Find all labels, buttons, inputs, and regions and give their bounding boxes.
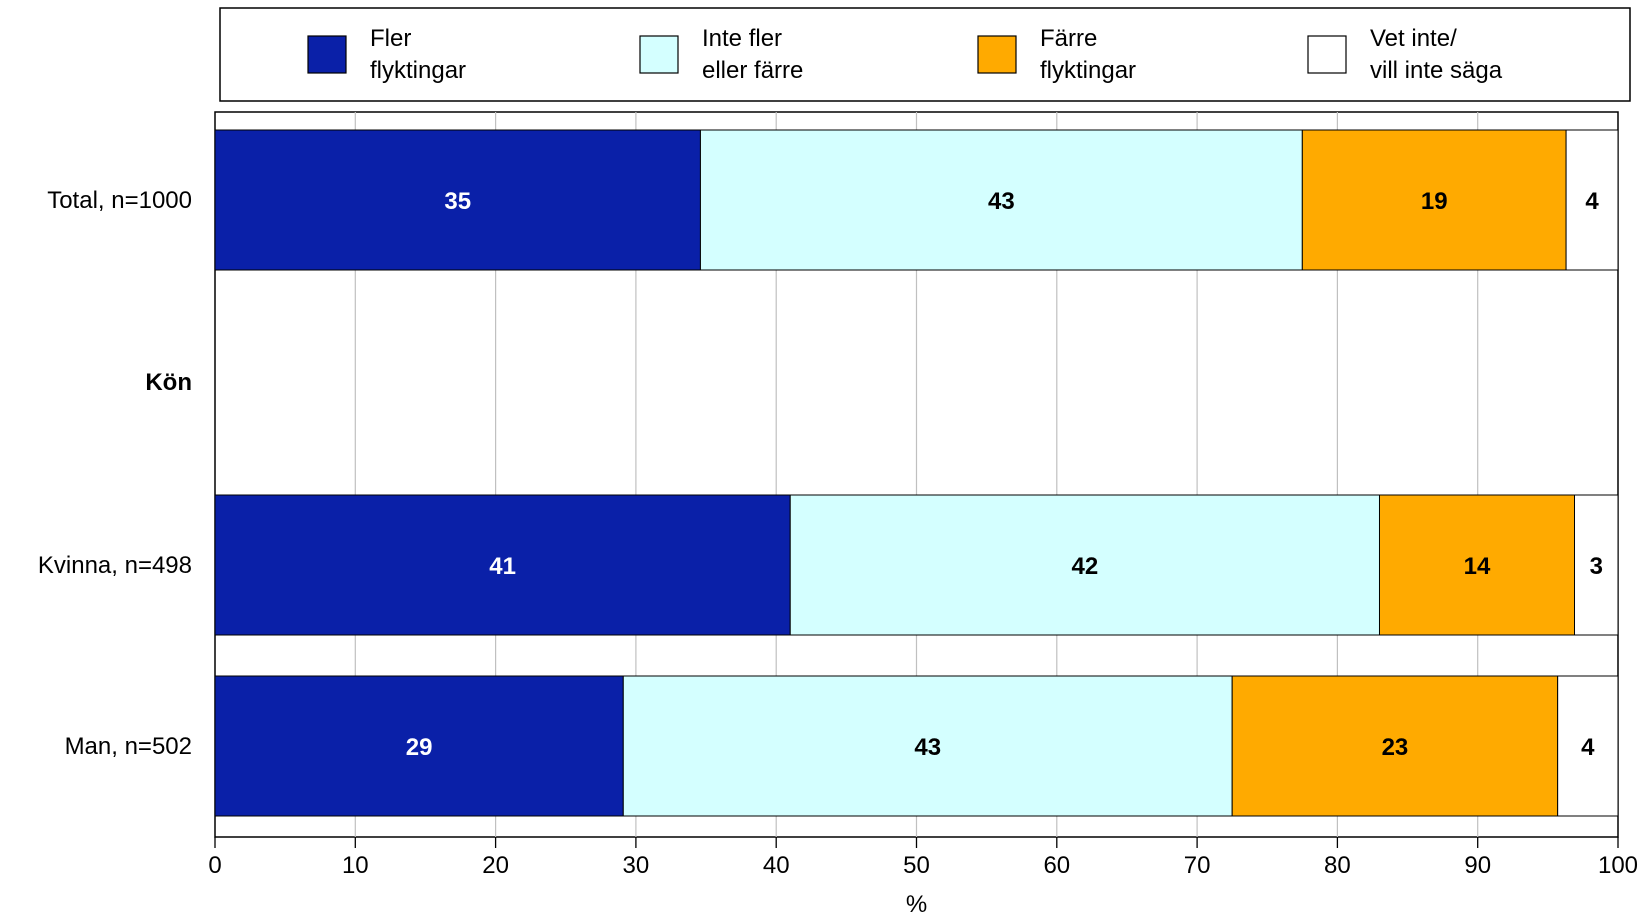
bar-segment-row3-series2 [789,494,1380,636]
bar-segment-row4-series1 [214,675,624,817]
data-label-row3-series2: 42 [1072,553,1099,580]
tick-label-10: 10 [342,852,369,879]
tick-label-20: 20 [482,852,509,879]
legend-swatch-1 [307,35,347,74]
legend-swatch-2 [639,35,679,74]
x-axis-title: % [906,891,927,918]
tick-label-0: 0 [208,852,221,879]
bar-segment-row4-series2 [622,675,1233,817]
legend-label-3-line-1: Färre [1040,25,1097,52]
bar-segment-row1-series1 [214,129,701,271]
data-label-row4-series2: 43 [914,734,941,761]
category-label-3: Kvinna, n=498 [38,552,192,579]
data-label-row4-series4: 4 [1581,734,1595,761]
tick-label-40: 40 [763,852,790,879]
legend-label-3-line-2: flyktingar [1040,57,1136,84]
data-label-row3-series3: 14 [1464,553,1491,580]
tick-label-70: 70 [1184,852,1211,879]
bar-segment-row1-series3 [1301,129,1567,271]
legend-swatch-3 [977,35,1017,74]
data-label-row4-series3: 23 [1382,734,1409,761]
data-label-row4-series1: 29 [406,734,433,761]
x-axis: 0 10 20 30 40 50 60 70 80 90 100% [208,837,1638,918]
legend-label-4-line-1: Vet inte/ [1370,25,1457,52]
legend-label-2-line-2: eller färre [702,57,803,84]
tick-label-50: 50 [903,852,930,879]
bar-segment-row4-series3 [1231,675,1559,817]
tick-label-30: 30 [623,852,650,879]
legend-box [219,7,1631,102]
legend: Fler flyktingar Inte fler eller färre Färre f… [307,25,1503,84]
bar-segment-row3-series3 [1378,494,1576,636]
data-label-row1-series2: 43 [988,188,1015,215]
data-label-row3-series1: 41 [489,553,516,580]
tick-label-60: 60 [1043,852,1070,879]
data-label-row3-series4: 3 [1590,553,1603,580]
legend-swatch-4 [1307,35,1347,74]
bar-segment-row3-series1 [214,494,791,636]
tick-label-80: 80 [1324,852,1351,879]
category-label-1: Total, n=1000 [47,187,192,214]
bar-segment-row1-series4 [1565,129,1619,271]
tick-label-100: 100 [1598,852,1638,879]
legend-label-2-line-1: Inte fler [702,25,782,52]
bar-segment-row1-series2 [699,129,1303,271]
data-label-row1-series3: 19 [1421,188,1448,215]
tick-label-90: 90 [1464,852,1491,879]
bar-segment-row4-series4 [1557,675,1619,817]
data-label-row1-series4: 4 [1585,188,1599,215]
data-label-row1-series1: 35 [444,188,471,215]
category-label-4: Man, n=502 [65,733,192,760]
category-labels: Total, n=1000 Kön Kvinna, n=498 Man, n=502 [38,187,192,760]
group-header-label: Kön [145,369,192,396]
bars: 35 43 19 4 41 42 14 3 29 43 23 4 [214,129,1619,817]
legend-label-1-line-2: flyktingar [370,57,466,84]
legend-label-4-line-2: vill inte säga [1370,57,1503,84]
legend-label-1-line-1: Fler [370,25,411,52]
bar-segment-row3-series4 [1574,494,1619,636]
